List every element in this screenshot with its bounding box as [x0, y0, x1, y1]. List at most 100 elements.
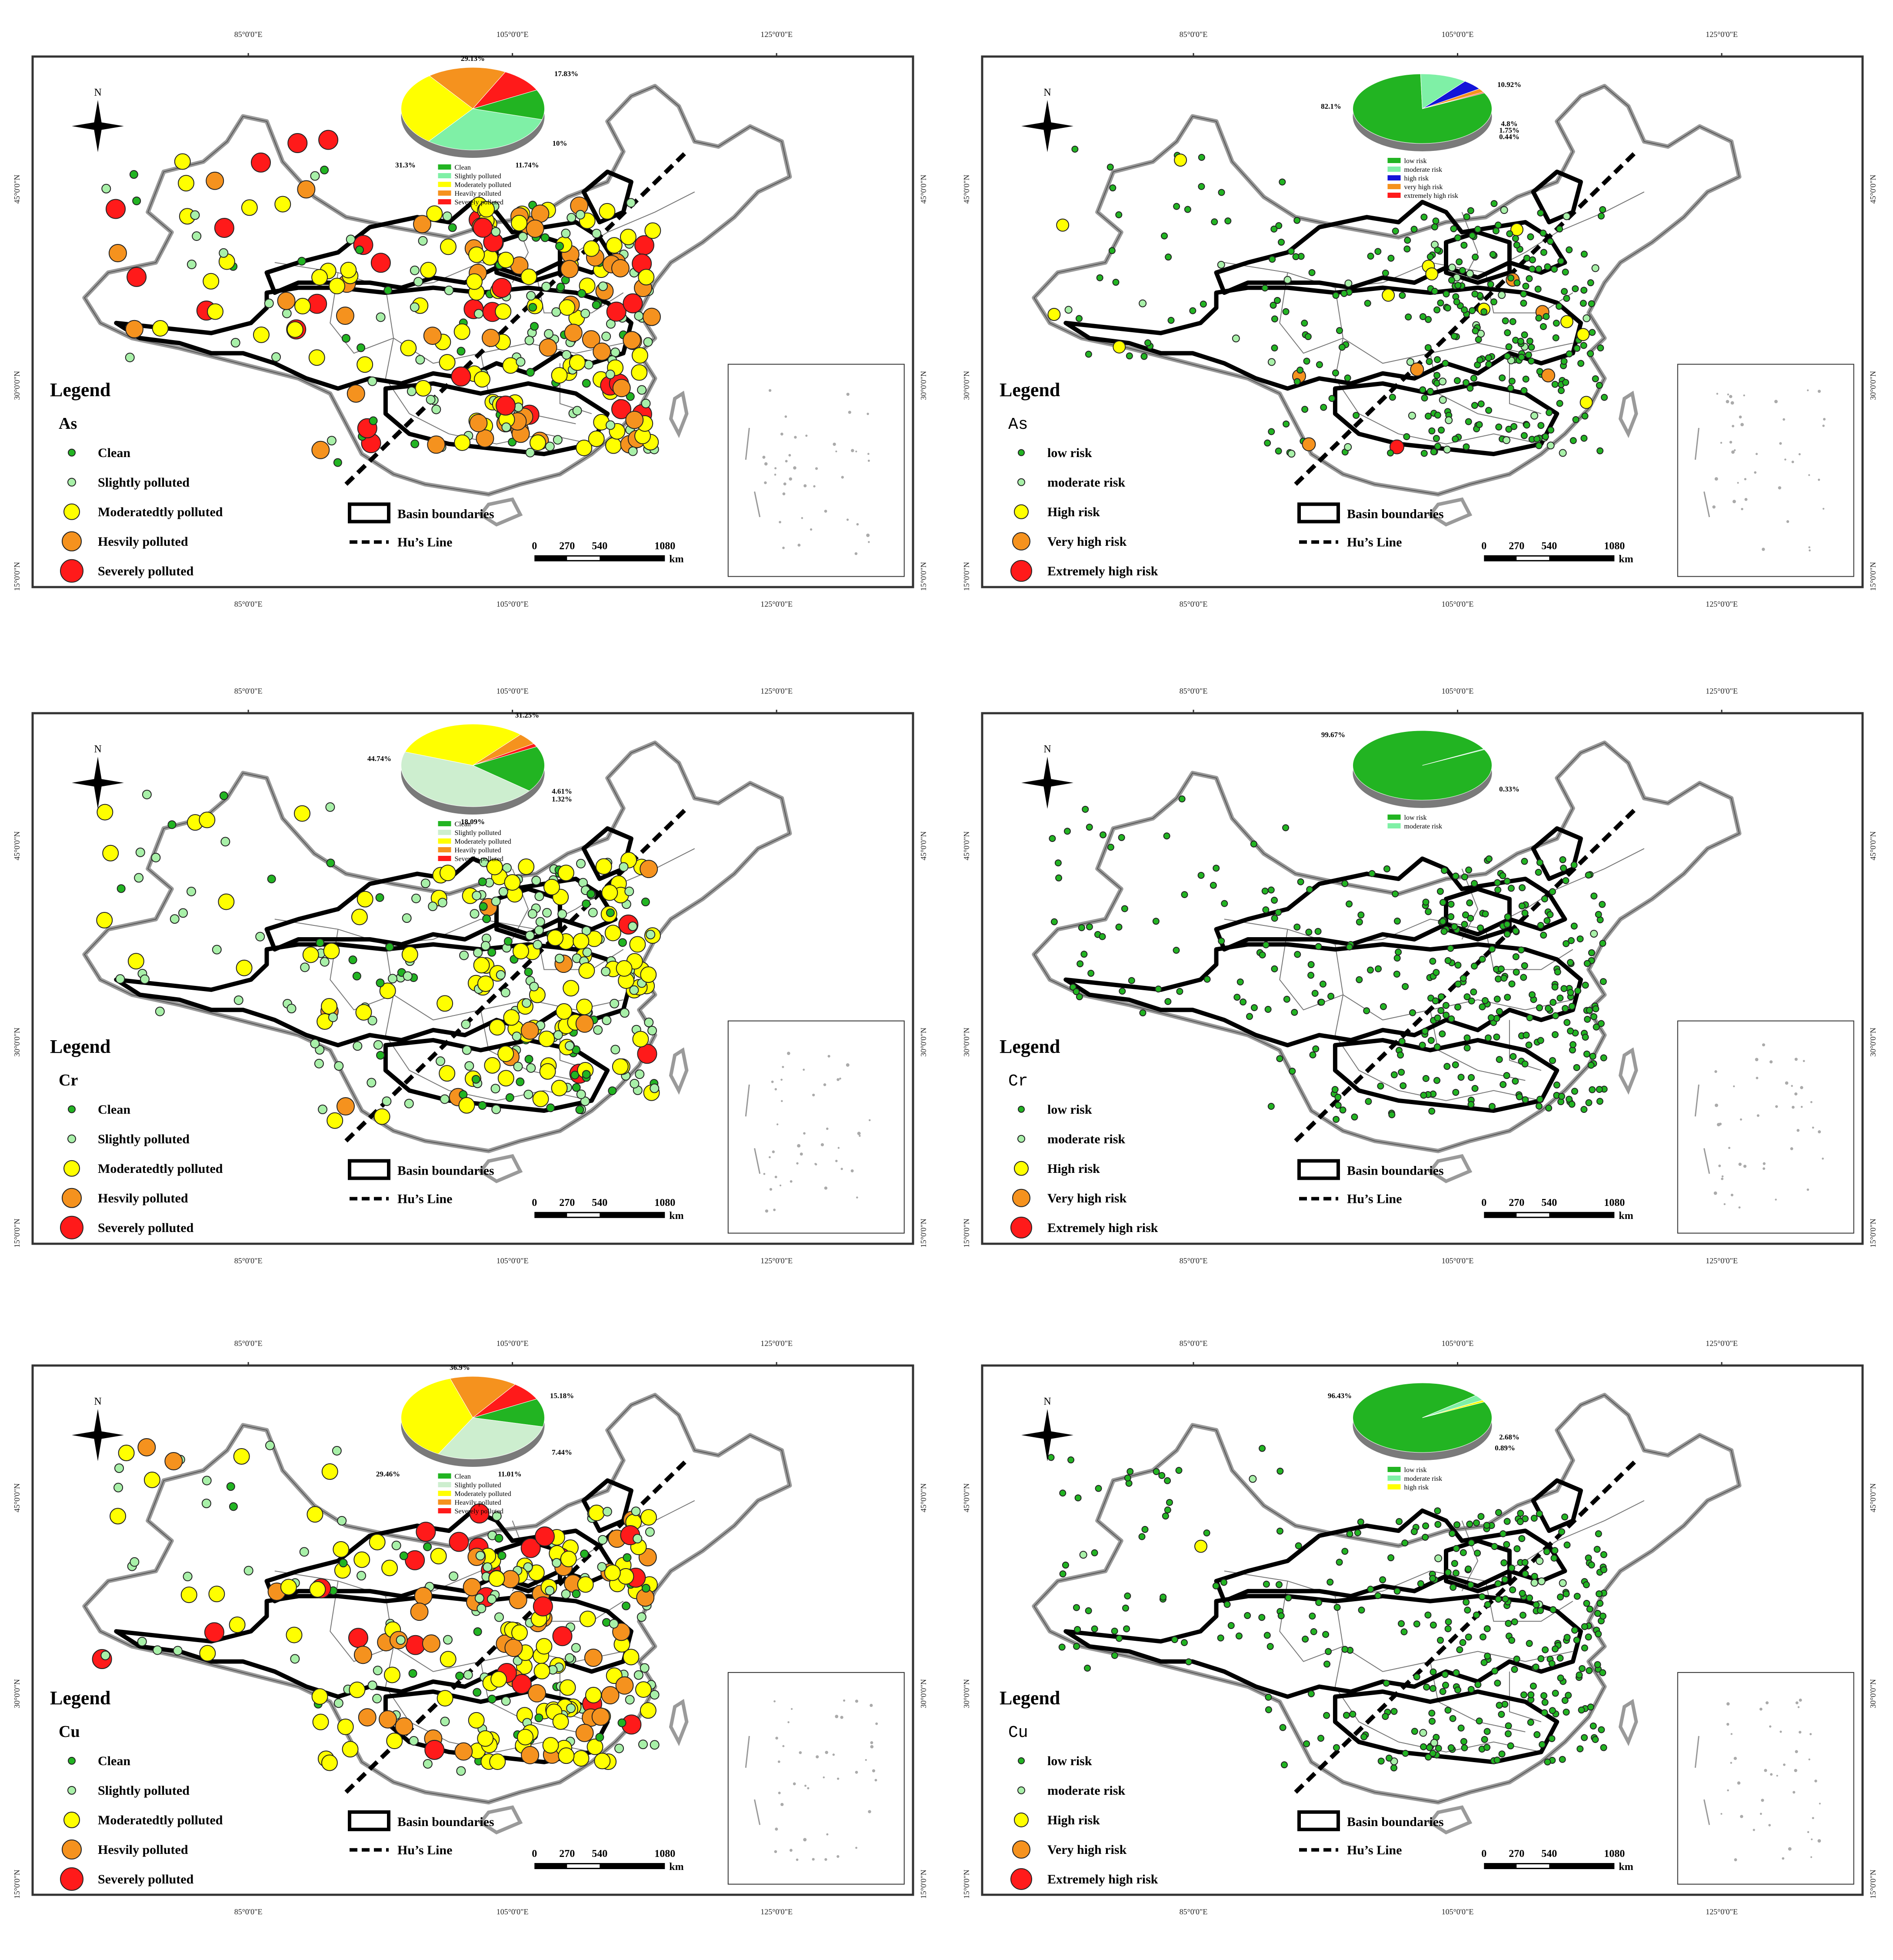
- sample-point: [1566, 959, 1574, 966]
- sample-point: [1451, 1560, 1458, 1567]
- sample-point: [431, 404, 441, 414]
- sample-point: [473, 217, 493, 238]
- lat-label-right: 15°0'0"N: [1869, 1870, 1877, 1899]
- lon-label-bottom: 125°0'0"E: [760, 1256, 793, 1265]
- sample-point: [1595, 911, 1602, 918]
- sample-point: [1221, 900, 1228, 907]
- sample-point: [1467, 207, 1474, 214]
- sample-point: [637, 1044, 657, 1064]
- sample-point: [1454, 962, 1462, 969]
- sample-point: [606, 301, 627, 322]
- sample-point: [287, 321, 303, 338]
- sample-point: [610, 998, 620, 1008]
- basin-legend-label: Basin boundaries: [1347, 1163, 1444, 1178]
- sample-point: [1456, 258, 1463, 266]
- pie-percent-label: 11.74%: [515, 161, 539, 169]
- sample-point: [1518, 902, 1526, 910]
- sample-point: [386, 1733, 403, 1750]
- sample-point: [635, 1681, 652, 1698]
- basin-boundary: [1333, 1689, 1560, 1764]
- inset-island: [765, 1209, 769, 1213]
- inset-island: [793, 1782, 796, 1786]
- sample-point: [439, 865, 456, 881]
- lat-label-left: 30°0'0"N: [962, 1028, 971, 1057]
- sample-point: [489, 1753, 506, 1770]
- legend-metal: Cu: [1008, 1723, 1028, 1742]
- inset-island: [1797, 1706, 1800, 1708]
- map-cr-pollution: 85°0'0"E85°0'0"E105°0'0"E105°0'0"E125°0'…: [13, 687, 928, 1265]
- pie-legend-label: Clean: [455, 1473, 471, 1480]
- basin-boundary: [1063, 285, 1583, 391]
- sample-point: [1171, 1636, 1178, 1643]
- sample-point: [1264, 1006, 1272, 1013]
- sample-point: [518, 858, 535, 875]
- lon-label-top: 85°0'0"E: [1180, 1339, 1208, 1348]
- pie-legend-swatch: [438, 173, 451, 178]
- sample-point: [1461, 873, 1468, 881]
- inset-island: [835, 451, 837, 453]
- inset-island: [1740, 1815, 1743, 1818]
- sample-point: [1420, 450, 1428, 457]
- sample-point: [402, 913, 412, 923]
- sample-point: [1478, 1593, 1486, 1600]
- sample-point: [1467, 1101, 1475, 1108]
- sample-point: [1509, 318, 1516, 325]
- sample-point: [1596, 1098, 1603, 1105]
- sample-point: [1582, 1034, 1589, 1041]
- sample-point: [403, 971, 413, 981]
- lat-label-left: 45°0'0"N: [962, 1483, 971, 1513]
- sample-point: [233, 1448, 250, 1465]
- sample-point: [1517, 337, 1524, 345]
- sample-point: [1426, 1744, 1433, 1751]
- sample-point: [1315, 1599, 1323, 1606]
- sample-point: [1600, 1054, 1607, 1062]
- sample-point: [535, 917, 545, 927]
- sample-point: [1291, 1008, 1298, 1016]
- sample-point: [1189, 307, 1196, 314]
- sample-point: [1500, 1081, 1507, 1088]
- sample-point: [1495, 423, 1503, 431]
- sample-point: [551, 367, 568, 384]
- sample-point: [526, 1063, 536, 1073]
- sample-point: [125, 320, 143, 338]
- sample-point: [1471, 962, 1478, 970]
- legend-item-label: High risk: [1047, 1813, 1100, 1827]
- sample-point: [1436, 888, 1444, 895]
- sample-point: [1466, 384, 1474, 392]
- sample-point: [1481, 997, 1489, 1004]
- sample-point: [1465, 866, 1473, 874]
- sample-point: [1211, 218, 1218, 226]
- inset-island: [1732, 424, 1734, 427]
- sample-point: [1047, 1454, 1055, 1461]
- sample-point: [1377, 1082, 1384, 1090]
- sample-point: [1451, 923, 1458, 931]
- pie-slice: [429, 67, 506, 109]
- sample-point: [1580, 1106, 1588, 1113]
- sample-point: [151, 852, 161, 862]
- pie-legend-swatch: [1387, 1484, 1401, 1489]
- panel-cu-pollution: 85°0'0"E 85°0'0"E 105°0'0"E 105°0'0"E 125°0'…: [0, 1309, 946, 1960]
- sample-point: [241, 199, 258, 216]
- sample-point: [575, 1105, 584, 1114]
- sample-point: [516, 1077, 525, 1086]
- sample-point: [491, 1104, 501, 1114]
- sample-point: [1433, 306, 1441, 314]
- sample-point: [230, 338, 240, 348]
- sample-point: [605, 437, 622, 454]
- sample-point: [1500, 1559, 1508, 1566]
- sample-point: [1559, 449, 1567, 457]
- sample-point: [1527, 357, 1535, 365]
- basin-boundary: [1063, 1594, 1583, 1699]
- scale-tick-label: 0: [1481, 541, 1486, 552]
- inset-island: [839, 1077, 841, 1080]
- scale-bar-segment: [1516, 1864, 1550, 1868]
- sample-point: [1422, 1075, 1430, 1082]
- sample-point: [1541, 368, 1556, 383]
- scale-tick-label: 540: [1541, 1197, 1557, 1209]
- pie-slice: [401, 751, 530, 807]
- sample-point: [1561, 1697, 1569, 1704]
- sample-point: [328, 1012, 338, 1022]
- sample-point: [1544, 263, 1551, 270]
- inset-island: [868, 1810, 871, 1813]
- sample-point: [376, 978, 385, 988]
